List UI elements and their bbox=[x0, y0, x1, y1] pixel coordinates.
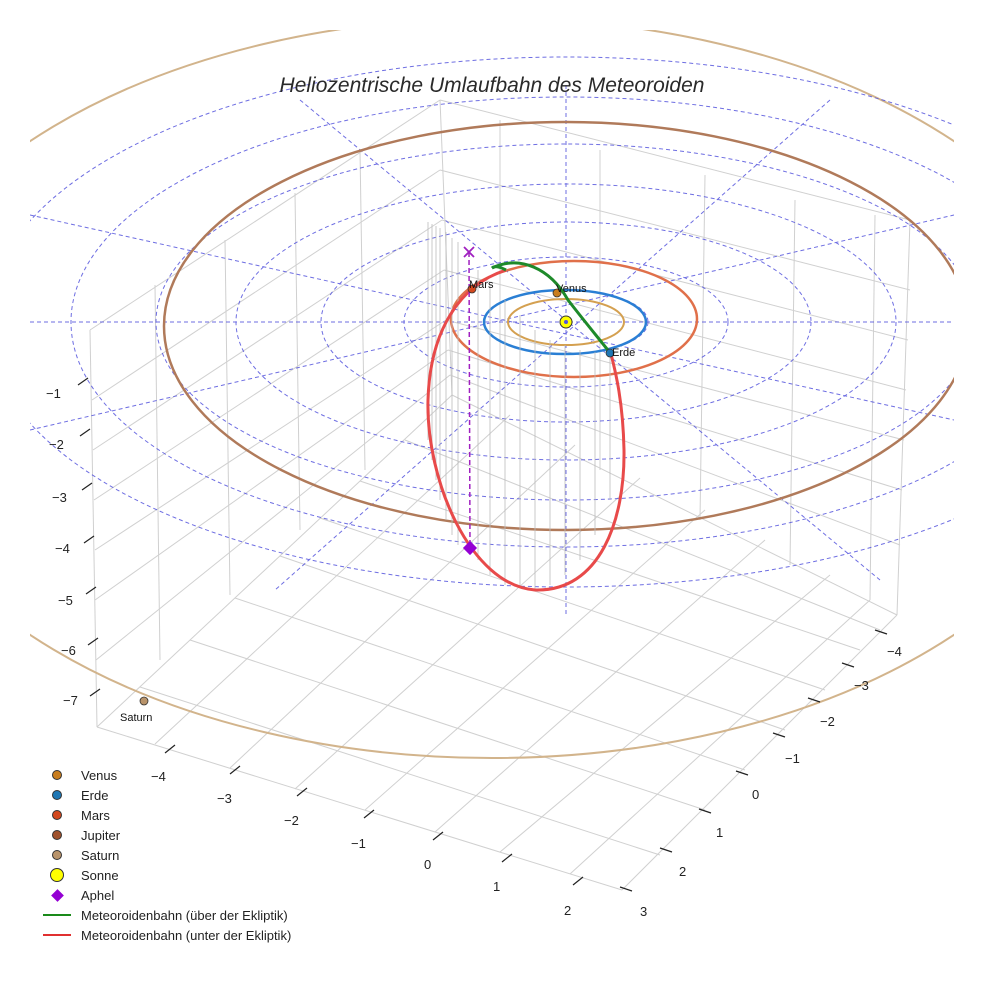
svg-text:−1: −1 bbox=[785, 751, 800, 766]
legend-item-erde[interactable]: Erde bbox=[38, 785, 291, 805]
earth-dot bbox=[605, 348, 615, 358]
legend-item-saturn[interactable]: Saturn bbox=[38, 845, 291, 865]
diamond-icon bbox=[50, 888, 64, 902]
saturn-dot bbox=[139, 696, 149, 706]
svg-text:−7: −7 bbox=[63, 693, 78, 708]
svg-text:0: 0 bbox=[424, 857, 431, 872]
red-line-icon bbox=[43, 934, 71, 936]
x-axis-labels: −4 −3 −2 −1 0 1 2 bbox=[151, 769, 571, 918]
svg-text:−1: −1 bbox=[46, 386, 61, 401]
svg-text:2: 2 bbox=[564, 903, 571, 918]
jupiter-orbit bbox=[162, 120, 954, 532]
svg-text:Erde: Erde bbox=[612, 347, 635, 359]
erde-dot-icon bbox=[52, 790, 62, 800]
mars-dot-icon bbox=[52, 810, 62, 820]
drop-lines bbox=[427, 222, 611, 590]
z-axis-labels: −1 −2 −3 −4 −5 −6 −7 bbox=[46, 386, 78, 708]
legend-item-mars[interactable]: Mars bbox=[38, 805, 291, 825]
chart-title: Heliozentrische Umlaufbahn des Meteoroid… bbox=[279, 74, 705, 97]
saturn-dot-icon bbox=[52, 850, 62, 860]
aphel-marker bbox=[462, 540, 478, 556]
mars-dot bbox=[467, 284, 477, 294]
legend-item-aphel[interactable]: Aphel bbox=[38, 885, 291, 905]
svg-text:−3: −3 bbox=[217, 791, 232, 806]
sun-icon bbox=[50, 868, 64, 882]
svg-text:−4: −4 bbox=[151, 769, 166, 784]
legend-item-sonne[interactable]: Sonne bbox=[38, 865, 291, 885]
svg-text:−2: −2 bbox=[284, 813, 299, 828]
svg-text:0: 0 bbox=[752, 787, 759, 802]
svg-text:−3: −3 bbox=[854, 678, 869, 693]
svg-text:−3: −3 bbox=[52, 490, 67, 505]
svg-text:−4: −4 bbox=[887, 644, 902, 659]
aphel-line bbox=[468, 251, 471, 549]
meteoroid-orbit-below bbox=[426, 268, 626, 592]
green-line-icon bbox=[43, 914, 71, 916]
legend-item-orbit-below[interactable]: Meteoroidenbahn (unter der Ekliptik) bbox=[38, 925, 291, 945]
meteoroid-orbit-above bbox=[491, 261, 613, 355]
svg-text:−1: −1 bbox=[351, 836, 366, 851]
mars-orbit bbox=[449, 259, 699, 379]
venus-dot bbox=[552, 288, 562, 298]
aphel-x-marker bbox=[463, 246, 475, 258]
svg-text:3: 3 bbox=[640, 904, 647, 919]
svg-text:−2: −2 bbox=[820, 714, 835, 729]
saturn-orbit bbox=[30, 30, 954, 759]
svg-text:Mars: Mars bbox=[469, 279, 494, 291]
legend: Venus Erde Mars Jupiter Saturn Sonne Aph… bbox=[38, 765, 291, 945]
svg-text:2: 2 bbox=[679, 864, 686, 879]
svg-text:−5: −5 bbox=[58, 593, 73, 608]
svg-text:−4: −4 bbox=[55, 541, 70, 556]
svg-text:−6: −6 bbox=[61, 643, 76, 658]
x-axis bbox=[164, 744, 584, 886]
legend-item-jupiter[interactable]: Jupiter bbox=[38, 825, 291, 845]
svg-text:−2: −2 bbox=[49, 437, 64, 452]
z-axis bbox=[77, 377, 101, 697]
svg-text:Venus: Venus bbox=[556, 283, 587, 295]
venus-dot-icon bbox=[52, 770, 62, 780]
y-axis-labels: −4 −3 −2 −1 0 1 2 3 bbox=[640, 644, 902, 919]
jupiter-dot-icon bbox=[52, 830, 62, 840]
svg-text:Saturn: Saturn bbox=[120, 712, 152, 724]
y-axis bbox=[619, 629, 888, 892]
legend-item-venus[interactable]: Venus bbox=[38, 765, 291, 785]
svg-text:1: 1 bbox=[493, 879, 500, 894]
svg-text:1: 1 bbox=[716, 825, 723, 840]
legend-item-orbit-above[interactable]: Meteoroidenbahn (über der Ekliptik) bbox=[38, 905, 291, 925]
